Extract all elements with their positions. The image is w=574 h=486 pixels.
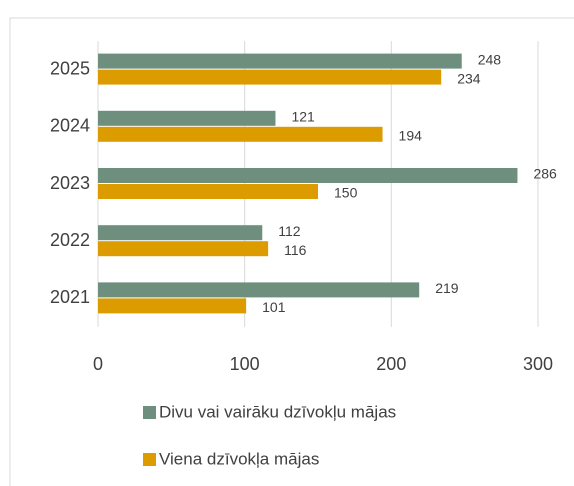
value-label: 286 <box>533 166 557 182</box>
value-label: 101 <box>262 299 286 315</box>
y-tick-label: 2024 <box>50 116 90 136</box>
value-label: 219 <box>435 280 459 296</box>
x-tick-label: 200 <box>376 354 406 374</box>
bar <box>98 69 442 85</box>
y-tick-label: 2022 <box>50 230 90 250</box>
bar <box>98 53 462 69</box>
bar <box>98 241 269 257</box>
x-tick-label: 0 <box>93 354 103 374</box>
bar <box>98 298 247 314</box>
y-tick-label: 2021 <box>50 287 90 307</box>
y-tick-label: 2023 <box>50 173 90 193</box>
bar <box>98 126 383 142</box>
bar <box>98 282 420 298</box>
x-tick-label: 300 <box>523 354 553 374</box>
bar <box>98 168 518 183</box>
y-tick-label: 2025 <box>50 58 90 78</box>
chart-border <box>9 17 574 486</box>
bar <box>98 184 318 199</box>
legend-swatch <box>143 406 156 419</box>
value-label: 112 <box>278 223 301 239</box>
value-label: 234 <box>457 70 481 86</box>
legend-label: Divu vai vairāku dzīvokļu mājas <box>159 402 396 421</box>
value-label: 116 <box>284 242 307 258</box>
legend-swatch <box>143 453 156 466</box>
value-label: 248 <box>478 51 502 67</box>
bar <box>98 225 263 241</box>
bar <box>98 110 276 126</box>
x-tick-label: 100 <box>230 354 260 374</box>
value-label: 121 <box>291 109 315 125</box>
legend-label: Viena dzīvokļa mājas <box>159 449 319 468</box>
value-label: 194 <box>399 128 423 144</box>
value-label: 150 <box>334 185 358 201</box>
